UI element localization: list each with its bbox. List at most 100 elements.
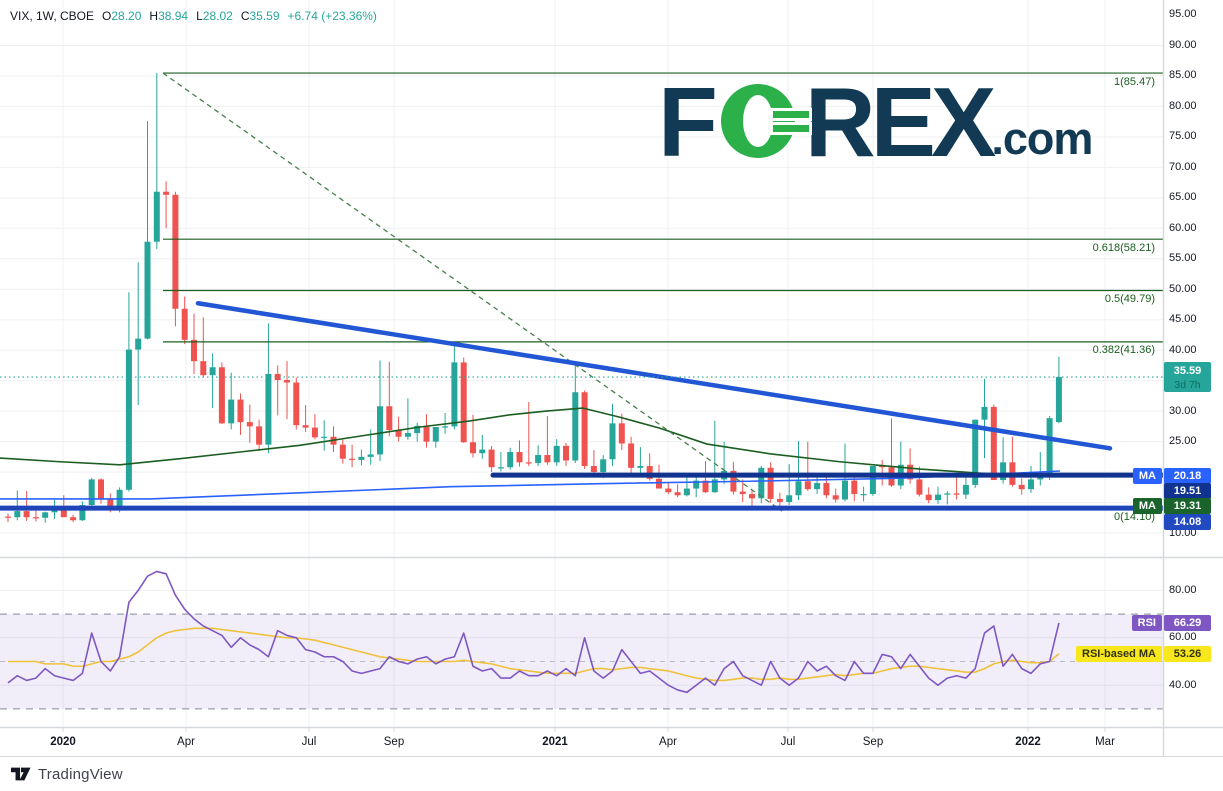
candle-body <box>395 430 402 437</box>
candle-body <box>191 339 197 362</box>
fib-level-label: 0.5(49.79) <box>1104 293 1155 306</box>
chart-canvas[interactable] <box>0 0 1223 757</box>
price-tick-label: 55.00 <box>1169 252 1197 265</box>
rsi-badge: 53.26 <box>1164 646 1211 662</box>
candle-body <box>274 373 281 381</box>
rsi-layer <box>7 570 1060 694</box>
candle-body <box>293 382 300 426</box>
candle-body <box>516 451 523 463</box>
time-axis-label: Jul <box>780 736 796 748</box>
candle-body <box>962 484 969 495</box>
candle-body <box>749 494 755 499</box>
candle-body <box>42 512 49 518</box>
symbol-legend: VIX, 1W, CBOE O28.20 H38.94 L28.02 C35.5… <box>10 9 377 23</box>
candle-body <box>60 508 67 518</box>
candle-body <box>944 493 951 495</box>
legend-close: C35.59 <box>240 9 280 23</box>
candle-body <box>135 338 142 350</box>
candle-body <box>879 466 886 468</box>
price-tick-label: 75.00 <box>1169 130 1197 143</box>
candle-body <box>116 489 123 511</box>
symbol-title[interactable]: VIX, 1W, CBOE <box>10 9 95 23</box>
price-badge-tag: MA <box>1132 468 1162 484</box>
candle-body <box>525 462 532 464</box>
candle-body <box>758 467 765 499</box>
candle-body <box>460 362 467 443</box>
candle-body <box>665 488 672 493</box>
time-axis-label: Apr <box>659 736 677 748</box>
rsi-badge-tag: RSI <box>1131 615 1162 631</box>
candle-body <box>916 479 923 495</box>
candle-body <box>107 499 114 511</box>
rsi-line <box>7 570 1060 694</box>
footer-brand[interactable]: TradingView <box>38 766 123 783</box>
candle-body <box>367 454 374 457</box>
candle-body <box>32 517 39 519</box>
dashed-trendline <box>162 72 783 512</box>
legend-change: +6.74 (+23.36%) <box>287 9 377 23</box>
price-tick-label: 30.00 <box>1169 404 1197 417</box>
candle-body <box>88 479 95 506</box>
candle-body <box>377 406 383 455</box>
price-tick-label: 25.00 <box>1169 435 1197 448</box>
price-tick-label: 40.00 <box>1169 343 1197 356</box>
candle-body <box>981 406 988 420</box>
candle-body <box>851 480 858 495</box>
price-badge: 19.31 <box>1164 498 1211 514</box>
candle-body <box>98 479 104 500</box>
fib-level-label: 0.618(58.21) <box>1092 241 1155 254</box>
drawings-layer <box>0 72 1166 512</box>
candle-body <box>302 425 309 428</box>
candle-body <box>553 445 560 463</box>
rsi-ma-line <box>8 627 1060 682</box>
time-axis-label: Sep <box>383 736 405 748</box>
candle-body <box>14 511 21 518</box>
candle-body <box>535 455 542 463</box>
candle-body <box>656 478 662 489</box>
candle-body <box>479 449 486 454</box>
candle-body <box>1055 377 1062 423</box>
candle-body <box>739 491 746 495</box>
candle-body <box>637 466 644 468</box>
candle-body <box>470 442 476 454</box>
candle-body <box>432 426 439 442</box>
price-badge: 35.59 3d 7h <box>1164 362 1211 392</box>
candle-body <box>572 392 579 461</box>
candle-body <box>228 399 235 424</box>
candle-body <box>814 483 821 490</box>
time-axis-label: Mar <box>1095 736 1115 748</box>
candle-body <box>497 467 504 469</box>
candle-body <box>953 493 960 495</box>
rsi-tick-label: 40.00 <box>1169 678 1197 691</box>
candle-body <box>786 495 793 502</box>
candle-body <box>414 425 421 434</box>
candle-body <box>674 492 681 496</box>
price-tick-label: 50.00 <box>1169 282 1197 295</box>
price-badge: 14.08 <box>1164 514 1211 530</box>
candle-body <box>181 308 188 340</box>
candle-body <box>200 361 207 376</box>
candle-body <box>628 443 635 468</box>
price-badge: 19.51 <box>1164 483 1211 499</box>
candle-body <box>488 449 495 468</box>
candle-body <box>618 423 625 444</box>
candle-body <box>776 498 783 502</box>
countdown-timer: 3d 7h <box>1174 379 1201 391</box>
candle-body <box>349 458 356 460</box>
price-tick-label: 45.00 <box>1169 313 1197 326</box>
time-axis-label: 2021 <box>542 736 568 748</box>
price-tick-label: 60.00 <box>1169 221 1197 234</box>
footer: TradingView <box>0 758 1223 791</box>
candle-body <box>767 467 774 499</box>
candle-body <box>404 433 411 437</box>
candle-body <box>265 373 272 445</box>
candle-body <box>339 444 346 459</box>
candle-body <box>358 456 365 460</box>
borders-layer <box>0 0 1223 757</box>
tradingview-logo-icon[interactable] <box>11 767 31 782</box>
rsi-badge: 66.29 <box>1164 615 1211 631</box>
legend-open: O28.20 <box>102 9 142 23</box>
candle-body <box>823 483 830 496</box>
candle-body <box>935 494 941 501</box>
legend-high: H38.94 <box>149 9 189 23</box>
